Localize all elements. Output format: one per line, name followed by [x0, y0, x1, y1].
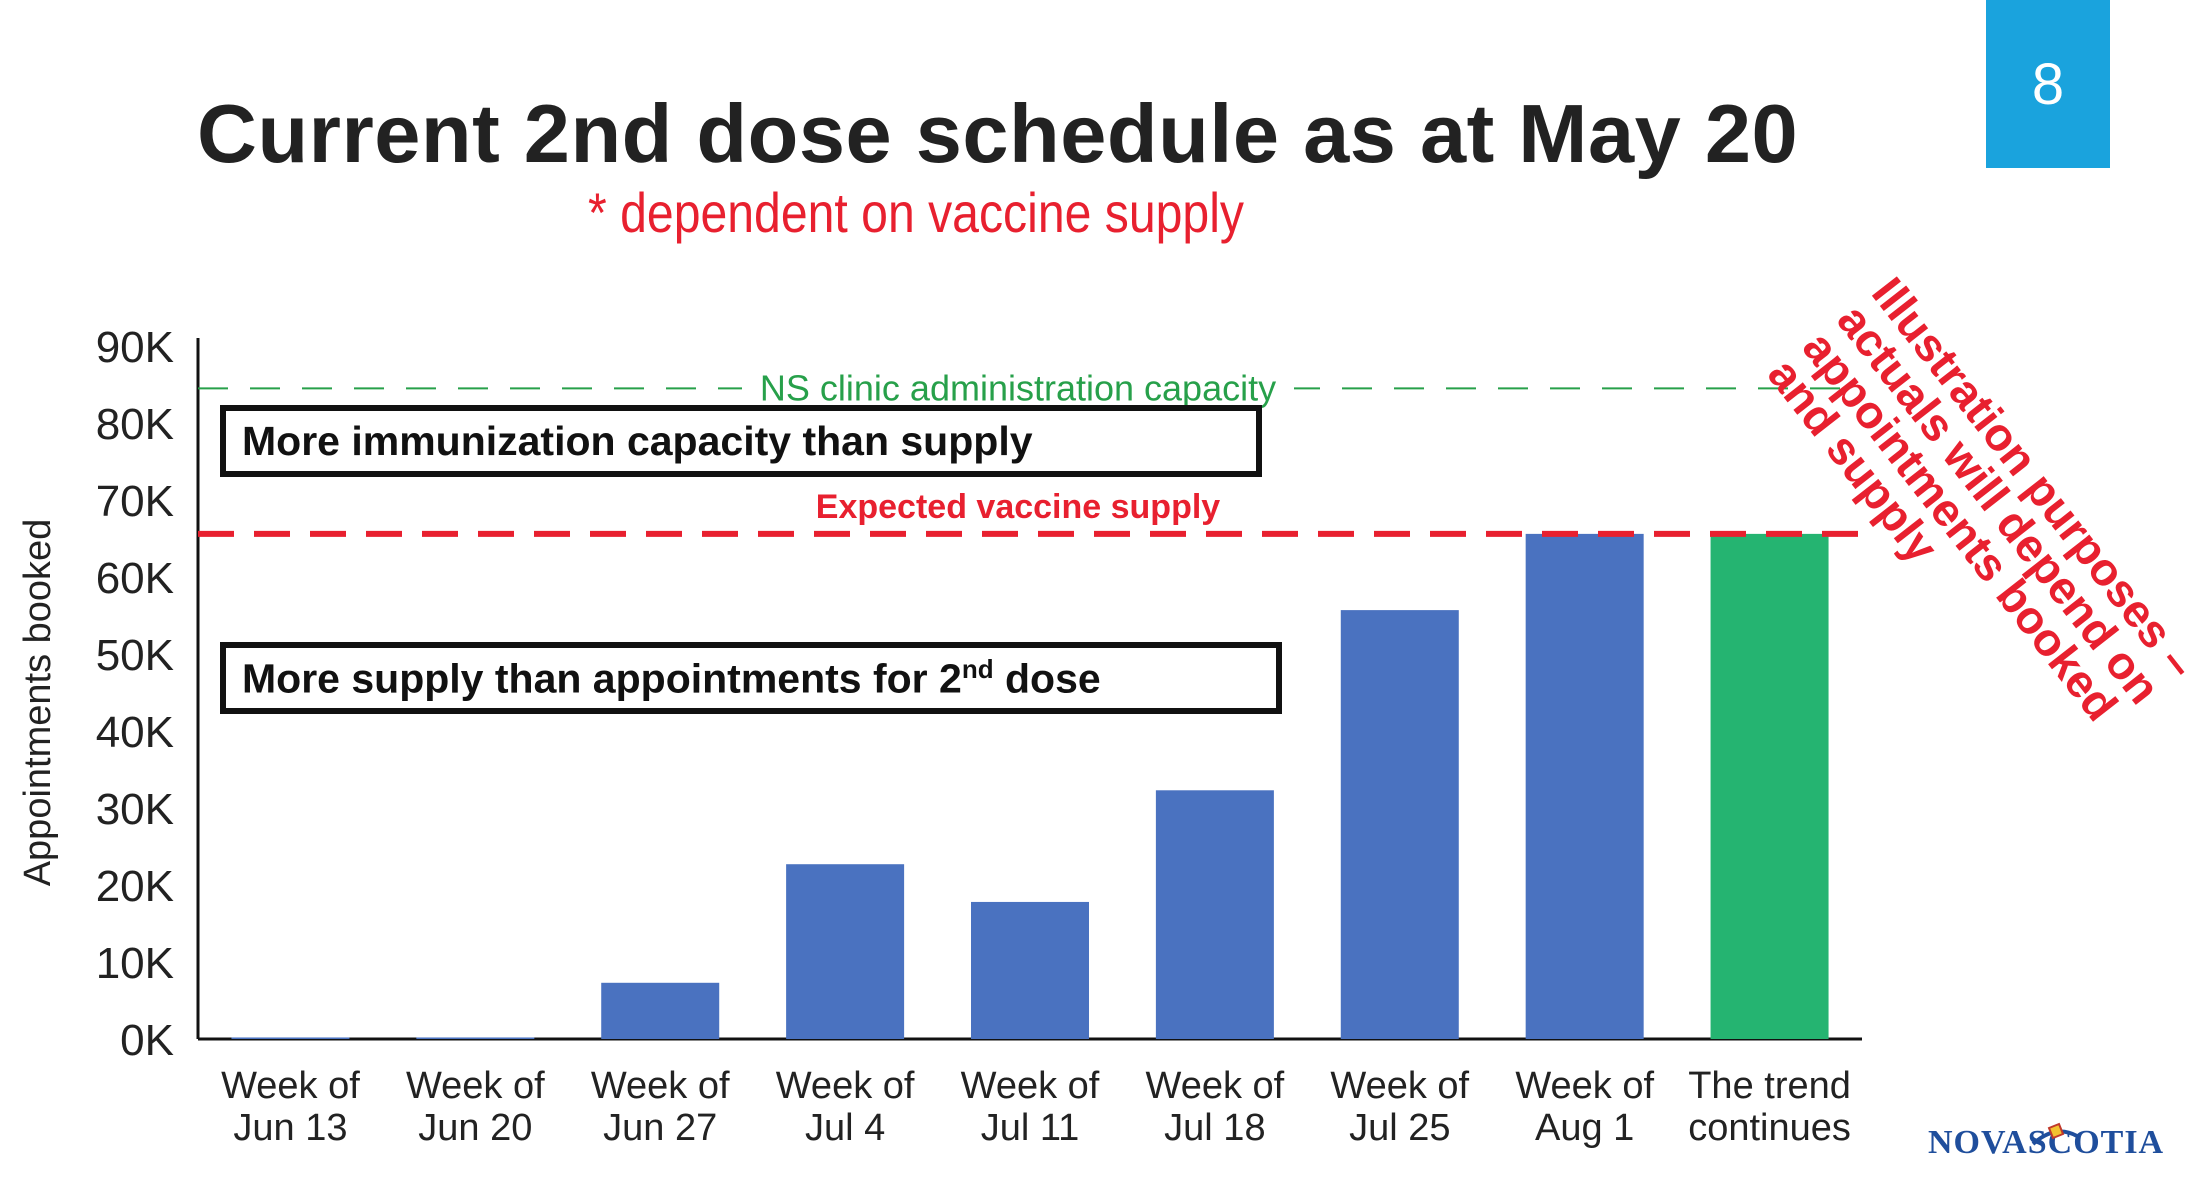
bar [786, 864, 905, 1039]
y-axis-title: Appointments booked [17, 519, 59, 887]
x-tick-label: Week of [406, 1065, 545, 1107]
y-tick-label: 80K [96, 400, 174, 449]
x-tick-label: Week of [591, 1065, 730, 1107]
supply-callout-suffix: dose [993, 655, 1101, 702]
bar [601, 982, 720, 1039]
page-subtitle: * dependent on vaccine supply [588, 181, 1244, 244]
supply-callout-text: More supply than appointments for 2nd do… [242, 654, 1101, 703]
page-title: Current 2nd dose schedule as at May 20 [197, 87, 1799, 180]
x-tick-label: Jul 25 [1349, 1107, 1450, 1149]
x-tick-label: Week of [961, 1065, 1100, 1107]
logo-text-left: NOVA [1928, 1124, 2028, 1161]
x-tick-label: Week of [1146, 1065, 1285, 1107]
x-tick-label: Jul 18 [1164, 1107, 1265, 1149]
bar [971, 901, 1089, 1039]
y-tick-label: 30K [96, 785, 174, 834]
x-tick-label: continues [1688, 1107, 1851, 1149]
bar [416, 1037, 535, 1039]
y-tick-label: 70K [96, 477, 174, 526]
x-tick-label: The trend [1688, 1065, 1851, 1107]
x-tick-label: Jul 11 [981, 1107, 1080, 1149]
y-tick-label: 10K [96, 939, 174, 988]
bar [1525, 533, 1644, 1039]
capacity-reference-label: NS clinic administration capacity [760, 367, 1276, 408]
capacity-callout: More immunization capacity than supply [220, 405, 1262, 477]
supply-callout-prefix: More supply than appointments for 2 [242, 655, 962, 702]
y-tick-label: 90K [96, 323, 174, 372]
supply-reference-label: Expected vaccine supply [816, 488, 1220, 526]
y-tick-label: 50K [96, 631, 174, 680]
y-tick-label: 0K [120, 1016, 174, 1065]
y-tick-label: 20K [96, 862, 174, 911]
capacity-label-bg [742, 362, 1294, 411]
y-tick-label: 60K [96, 554, 174, 603]
x-tick-label: Jun 27 [603, 1107, 717, 1149]
bar [1340, 610, 1459, 1039]
x-tick-label: Week of [776, 1065, 915, 1107]
x-tick-label: Week of [221, 1065, 360, 1107]
x-tick-label: Aug 1 [1535, 1107, 1634, 1149]
y-tick-label: 40K [96, 708, 174, 757]
nova-scotia-flag-icon [2031, 1122, 2078, 1146]
nova-scotia-logo: NOVASCOTIA [1928, 1124, 2164, 1162]
page-number-badge: 8 [1986, 0, 2110, 168]
x-tick-label: Jun 20 [418, 1107, 532, 1149]
bar [1155, 790, 1274, 1039]
x-tick-label: Week of [1515, 1065, 1654, 1107]
bar [1710, 533, 1829, 1039]
x-tick-label: Week of [1330, 1065, 1469, 1107]
capacity-callout-text: More immunization capacity than supply [242, 417, 1033, 464]
x-tick-label: Jul 4 [805, 1107, 885, 1149]
supply-callout: More supply than appointments for 2nd do… [220, 642, 1282, 714]
x-tick-label: Jun 13 [233, 1107, 347, 1149]
supply-callout-superscript: nd [961, 653, 994, 684]
bar [231, 1037, 350, 1039]
